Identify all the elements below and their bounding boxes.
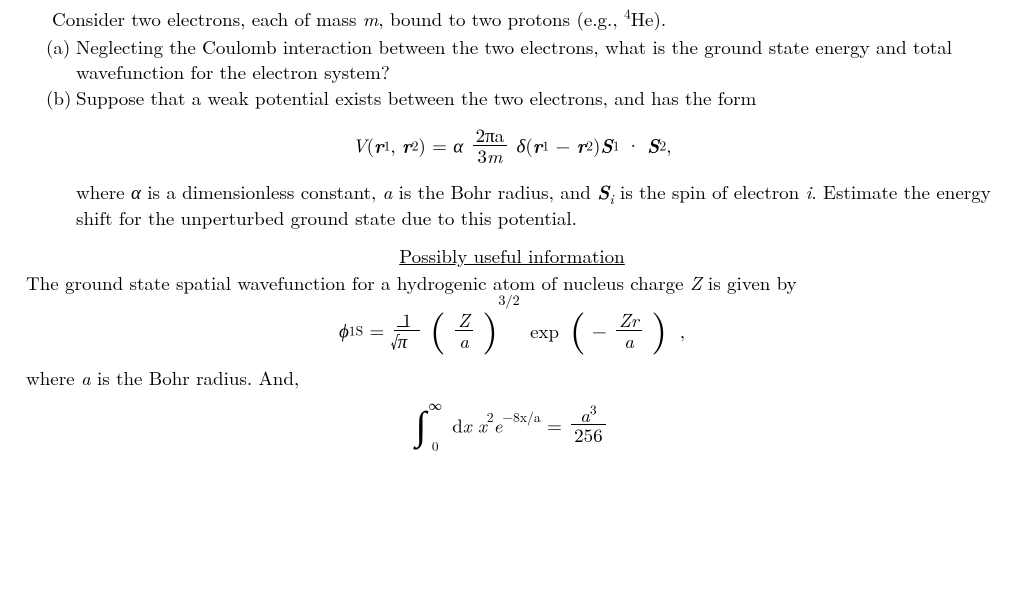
part-a-label: (a): [26, 34, 76, 60]
useful-Z: Z: [690, 269, 702, 296]
eq2-phi-sub: 1S: [349, 320, 363, 339]
eq1-V: V: [353, 131, 367, 158]
eq1-S1-sub: 1: [613, 135, 620, 154]
eq1-close-eq: ) =: [418, 131, 453, 158]
ae1-t1: where: [76, 178, 131, 205]
eq1-r1b: r: [533, 130, 543, 158]
ae1-a: a: [383, 178, 393, 205]
eq2-frac1-den: π√: [394, 331, 421, 351]
eq1-r1: r: [374, 130, 384, 158]
eq2-sqrt-sign: √: [390, 327, 399, 354]
eq3-lower: 0: [429, 439, 442, 452]
eq3-xpow: 2: [487, 407, 494, 426]
ae2-a: a: [81, 364, 91, 391]
eq2-frac-Za: Z a: [455, 310, 473, 351]
eq1-dot: ·: [620, 131, 647, 158]
after-eq1-text: where α is a dimensionless constant, a i…: [26, 179, 998, 230]
after-eq2-text: where a is the Bohr radius. And,: [26, 365, 998, 391]
part-b: (b) Suppose that a weak potential exists…: [26, 85, 998, 111]
eq2-exp: exp: [530, 317, 559, 344]
eq3-frac-den: 256: [571, 425, 606, 445]
ae1-alpha: α: [131, 178, 141, 205]
eq1-end-comma: ,: [666, 131, 671, 158]
eq1-S1: S: [600, 130, 612, 158]
eq3-x: x: [478, 411, 487, 438]
eq1-comma1: ,: [390, 131, 402, 158]
eq2-minus: −: [592, 317, 607, 344]
eq3-int-limits: ∞ 0: [429, 412, 442, 439]
intro-text-1: Consider two electrons, each of mass: [52, 5, 363, 32]
eq2-frac1: 1 π√: [394, 310, 421, 351]
eq3-upper: ∞: [429, 398, 442, 411]
eq1-fraction: 2πa 3m: [473, 125, 508, 166]
eq1-r2: r: [402, 130, 412, 158]
equation-potential: V(r1, r2) = α 2πa 3m δ(r1 − r2)S1 · S2,: [26, 125, 998, 166]
intro-line: Consider two electrons, each of mass m, …: [26, 6, 998, 32]
eq3-dx-x: x: [463, 411, 472, 438]
eq1-alpha: α: [453, 131, 463, 158]
eq1-open: (: [367, 131, 374, 158]
useful-t2: is given by: [702, 269, 797, 296]
eq2-phi: ϕ: [339, 317, 349, 344]
eq1-frac-den-3: 3: [477, 142, 487, 169]
eq1-r2b: r: [577, 130, 587, 158]
equation-phi1s: ϕ1S = 1 π√ ( Z a )3/2 exp ( − Zr a ) ,: [26, 310, 998, 351]
eq3-num-pow: 3: [590, 399, 597, 418]
eq2-eq: =: [363, 317, 390, 344]
intro-text-2: , bound to two protons (e.g.,: [378, 5, 624, 32]
ae1-t4: is the spin of electron: [614, 178, 806, 205]
eq2-power: 3/2: [498, 290, 519, 310]
eq1-minus: −: [549, 131, 576, 158]
ae1-S: S: [597, 177, 609, 205]
he-superscript: 4: [624, 4, 631, 23]
mass-symbol: m: [363, 5, 379, 32]
useful-heading: Possibly useful information: [26, 243, 998, 269]
eq3-epow: −8x/a: [502, 407, 540, 426]
part-a: (a) Neglecting the Coulomb interaction b…: [26, 34, 998, 85]
eq2-exp-den: a: [616, 331, 642, 351]
problem-page: Consider two electrons, each of mass m, …: [0, 0, 1024, 445]
eq3-d: d: [452, 411, 463, 438]
he-symbol: He: [631, 5, 654, 32]
eq1-frac-den-m: m: [487, 142, 503, 169]
eq3-frac: a3 256: [571, 405, 606, 446]
eq1-frac-den: 3m: [473, 146, 508, 166]
ae1-t3: is the Bohr radius, and: [392, 178, 597, 205]
eq2-Za-den: a: [455, 331, 473, 351]
equation-integral: ∫ ∞ 0 dx x2e−8x/a = a3 256: [26, 405, 998, 446]
eq1-r2b-sub: 2: [586, 135, 593, 154]
part-b-label: (b): [26, 85, 76, 111]
part-a-text: Neglecting the Coulomb interaction betwe…: [76, 34, 998, 85]
intro-text-3: ).: [653, 5, 666, 32]
part-b-text: Suppose that a weak potential exists bet…: [76, 85, 998, 111]
ae2-t1: where: [26, 364, 81, 391]
eq2-comma: ,: [680, 317, 685, 344]
ae2-t2: is the Bohr radius. And,: [91, 364, 300, 391]
useful-t1: The ground state spatial wavefunction fo…: [26, 269, 690, 296]
eq1-paren-open: (: [525, 131, 532, 158]
eq3-eq: =: [547, 411, 568, 438]
eq1-delta: δ: [516, 131, 525, 158]
eq3-dx: dx: [452, 411, 478, 438]
eq1-S2: S: [647, 130, 659, 158]
eq2-frac-exp: Zr a: [616, 310, 642, 351]
ae1-t2: is a dimensionless constant,: [141, 178, 383, 205]
